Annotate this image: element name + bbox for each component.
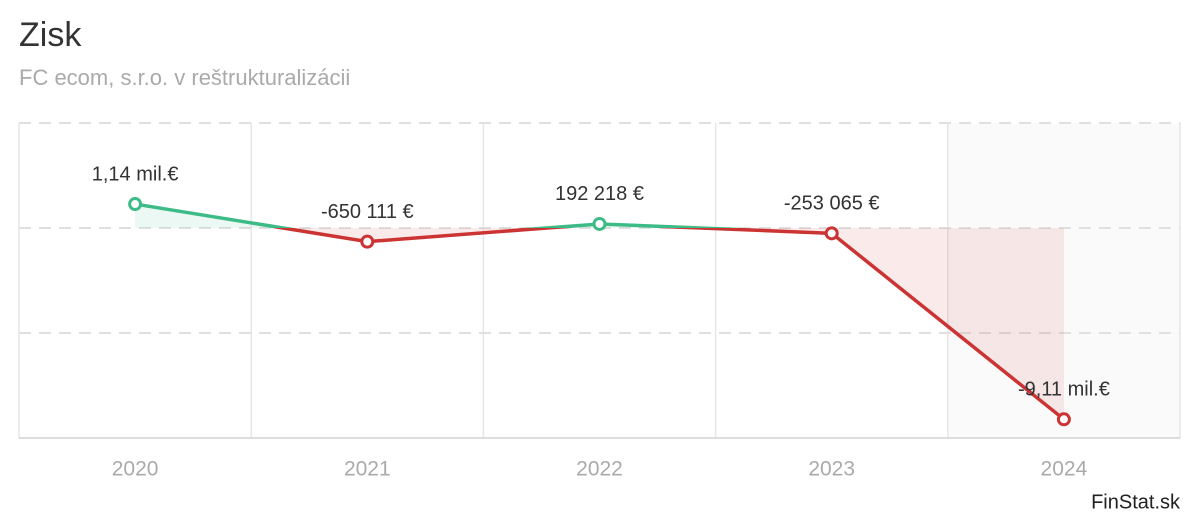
chart-subtitle: FC ecom, s.r.o. v reštrukturalizácii <box>19 65 350 90</box>
point <box>128 197 143 212</box>
x-tick-label: 2023 <box>808 458 855 481</box>
point <box>1056 412 1071 427</box>
value-label: -9,11 mil.€ <box>1018 379 1110 401</box>
source: FinStat.sk <box>1091 491 1181 513</box>
value-label: 1,14 mil.€ <box>92 163 179 185</box>
x-tick-label: 2021 <box>344 458 391 481</box>
point <box>824 226 839 241</box>
x-tick-label: 2024 <box>1041 458 1088 481</box>
point <box>360 234 375 249</box>
x-tick-label: 2020 <box>112 458 159 481</box>
value-label: 192 218 € <box>555 183 644 205</box>
chart-title: Zisk <box>19 16 82 54</box>
area <box>135 204 1064 420</box>
point <box>592 216 607 231</box>
value-label: -650 111 € <box>321 201 414 223</box>
x-tick-label: 2022 <box>576 458 623 481</box>
value-label: -253 065 € <box>784 193 880 215</box>
